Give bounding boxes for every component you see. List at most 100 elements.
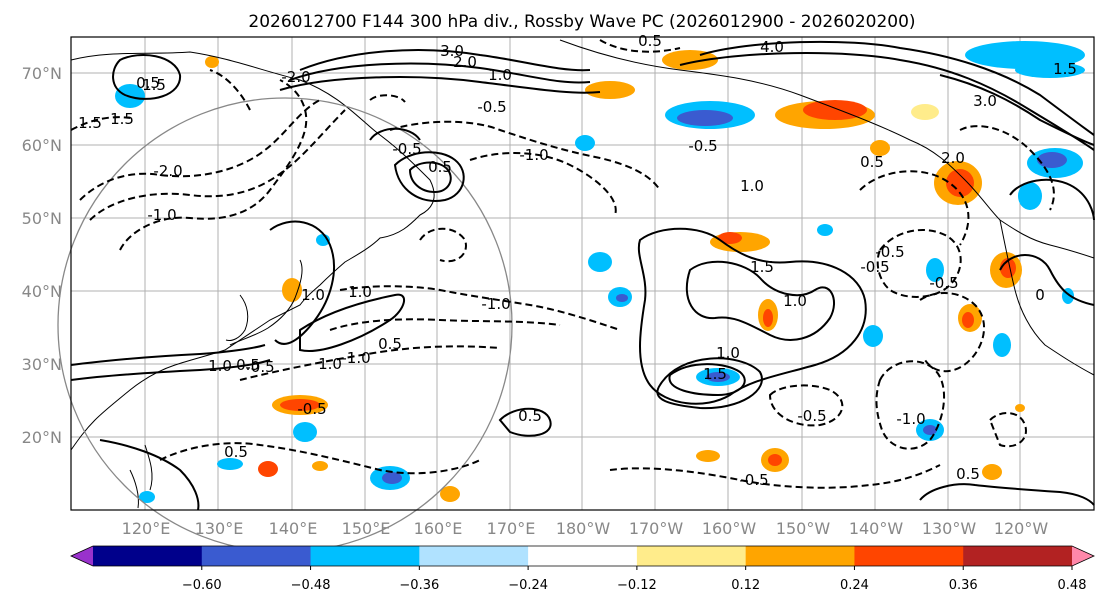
shade-blob [282,278,302,302]
longitude-label: 120°E [122,519,171,538]
shade-blob [280,399,320,411]
contour-label: -2.0 [153,162,182,180]
contour-label: -0.5 [860,258,889,276]
contour-line [679,52,1095,151]
contour-label: 0.5 [638,32,662,50]
contour-line [70,359,271,381]
contour-line [408,161,452,194]
contour-label: 3.0 [973,92,997,110]
shade-blob [870,140,890,156]
contour-line [89,109,346,221]
contour-line [239,345,501,381]
contour-line [685,260,835,341]
colorbar-tick-label: −0.60 [182,578,222,593]
contour-line [79,99,321,201]
contour-label: -0.5 [797,407,826,425]
colorbar-segment [93,546,203,566]
contour-line [329,318,561,331]
coastline-namerica [999,219,1095,376]
colorbar-segment [201,546,312,566]
contour-line [999,254,1095,306]
contour-label: 3.0 [440,42,464,60]
contour-label: 0.5 [136,74,160,92]
shade-blob [962,312,974,328]
shade-blob [982,464,1002,480]
latitude-label: 30°N [22,355,62,374]
contour-label: -1.0 [147,206,176,224]
contour-line [919,292,986,373]
shade-blob [993,333,1011,357]
contour-label: 1.5 [142,76,166,94]
longitude-labels: 120°E 130°E 140°E 150°E 160°E 170°E 180°W 170°W… [122,519,1049,538]
longitude-label: 150°W [776,519,831,538]
dashed-contours [70,39,1055,489]
contour-label: 2.0 [941,149,965,167]
contour-label: 1.5 [703,365,727,383]
shade-blob [217,458,243,470]
colorbar [70,545,1095,567]
contour-line [393,151,465,202]
shade-blob [588,252,612,272]
contour-line [119,79,308,251]
contour-label: -0.5 [392,140,421,158]
contour-label: 0 [1035,286,1045,304]
contour-line [299,49,591,72]
latitude-label: 70°N [22,64,62,83]
contour-label: -0.5 [875,243,904,261]
shade-blob [662,50,718,70]
contour-line [70,116,131,131]
longitude-label: 160°E [414,519,463,538]
latitude-label: 40°N [22,282,62,301]
shade-blob [817,224,833,236]
longitude-label: 120°W [994,519,1049,538]
shade-blob [923,425,937,435]
contour-line [768,384,844,427]
contour-line [289,62,591,84]
contour-line [209,69,251,111]
colorbar-ticks: −0.60 −0.48 −0.36 −0.24 −0.12 0.12 0.24 0.36 0.4… [182,566,1086,593]
contour-line [419,227,467,263]
contour-label: -1.0 [896,410,925,428]
contour-label: 4.0 [760,38,784,56]
contour-line [939,74,1095,146]
contour-line [656,357,763,410]
shade-blob [382,472,402,484]
latitude-label: 50°N [22,209,62,228]
contour-line [609,464,941,489]
coastline-japan [229,259,303,346]
longitude-label: 140°W [849,519,904,538]
shade-blob [585,81,635,99]
longitude-label: 150°E [342,519,391,538]
contour-line [637,227,867,405]
contour-label: 1.0 [208,357,232,375]
contour-label: 1.5 [750,258,774,276]
contour-line [988,412,1027,448]
contour-label: -0.5 [297,400,326,418]
shade-blob [863,325,883,347]
coastline-philippines [129,444,153,509]
longitude-label: 130°W [922,519,977,538]
contour-line [299,293,405,352]
shade-blob [946,169,974,197]
shade-blob [293,422,317,442]
latitude-label: 20°N [22,428,62,447]
colorbar-extend-high [1072,546,1094,566]
colorbar-tick-label: 0.24 [840,578,869,593]
contour-line [1009,178,1095,221]
contour-labels: 3.02.01.00.5 4.01.53.01.50.5-0.5-2.0-1.0-… [78,32,1077,489]
colorbar-extend-low [71,546,93,566]
coastline-korea [225,294,249,341]
shade-blob [696,450,720,462]
contour-label: -0.5 [688,137,717,155]
contour-line [279,76,601,94]
contour-label: -0.5 [929,274,958,292]
contour-label: -0.5 [477,98,506,116]
longitude-label: 130°E [195,519,244,538]
colorbar-segment [310,546,420,566]
colorbar-outline [70,545,1095,567]
shade-blob [706,372,730,382]
colorbar-segment [528,546,638,566]
colorbar-tick-label: −0.24 [508,578,548,593]
contour-label: 0.5 [518,407,542,425]
longitude-label: 140°E [269,519,318,538]
